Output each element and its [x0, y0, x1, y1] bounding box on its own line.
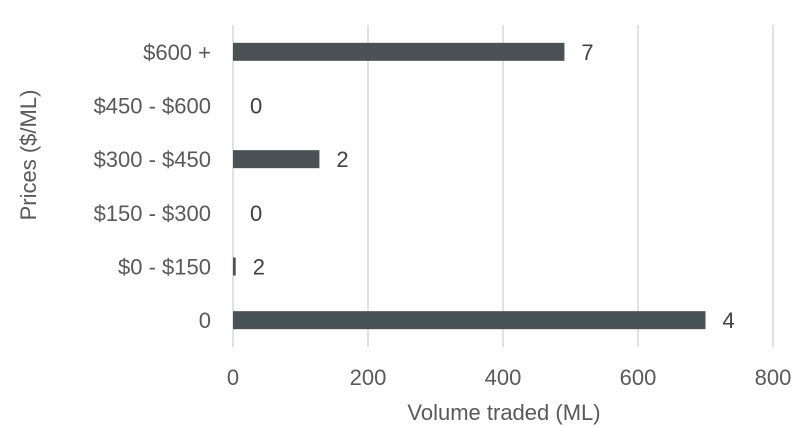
x-tick-label: 400 — [485, 365, 522, 390]
y-axis-category-labels: 0 $0 - $150 $150 - $300 $300 - $450 $450 - $… — [94, 40, 211, 333]
y-axis-title: Prices ($/ML) — [16, 90, 41, 221]
y-category-label: $450 - $600 — [94, 94, 211, 119]
bar — [233, 257, 236, 276]
data-label: 7 — [581, 40, 593, 65]
bar — [233, 42, 565, 61]
bars — [233, 42, 706, 330]
bar — [233, 150, 320, 169]
x-tick-label: 600 — [620, 365, 657, 390]
x-tick-label: 800 — [755, 365, 792, 390]
y-category-label: $0 - $150 — [118, 255, 211, 280]
gridlines — [232, 25, 774, 347]
y-category-label: $150 - $300 — [94, 201, 211, 226]
data-label: 4 — [723, 308, 735, 333]
bar — [233, 311, 706, 330]
y-category-label: $300 - $450 — [94, 147, 211, 172]
data-labels: 4 2 0 2 0 7 — [250, 40, 735, 333]
x-tick-label: 0 — [227, 365, 239, 390]
data-label: 0 — [250, 201, 262, 226]
y-category-label: $600 + — [143, 40, 211, 65]
x-axis-tick-labels: 0 200 400 600 800 — [227, 365, 791, 390]
data-label: 0 — [250, 94, 262, 119]
x-tick-label: 200 — [350, 365, 387, 390]
x-axis-title: Volume traded (ML) — [407, 400, 600, 425]
y-category-label: 0 — [199, 308, 211, 333]
data-label: 2 — [336, 147, 348, 172]
data-label: 2 — [253, 255, 265, 280]
